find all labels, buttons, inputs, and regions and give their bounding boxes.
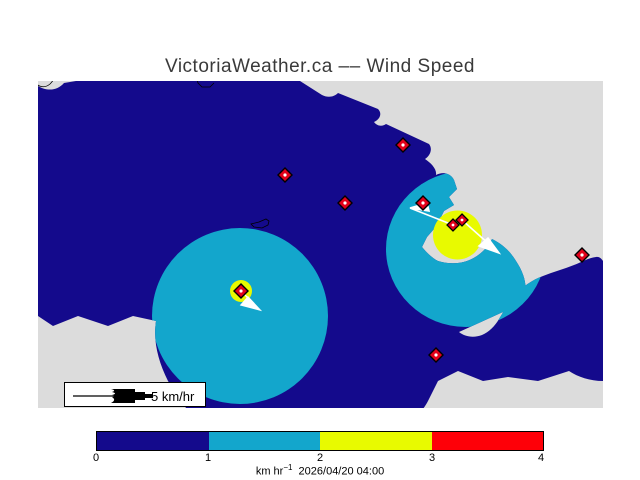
svg-text:5 km/hr: 5 km/hr (151, 389, 195, 404)
